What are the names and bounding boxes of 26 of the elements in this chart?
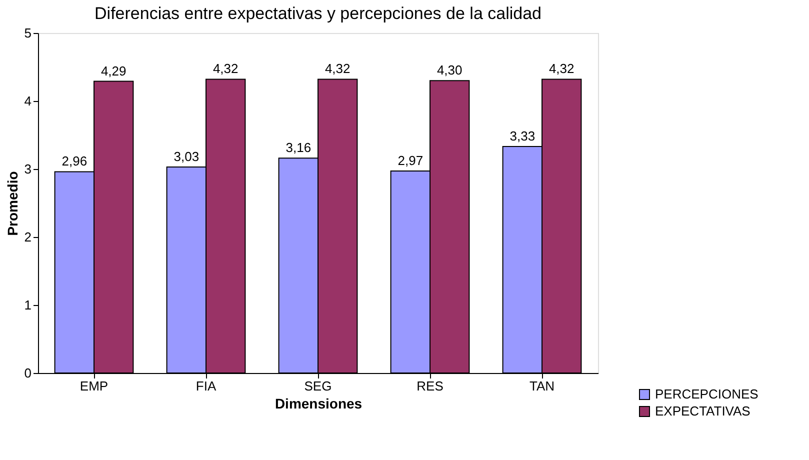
chart-title: Diferencias entre expectativas y percepciones de la calidad [94,4,542,23]
data-label: 4,32 [548,61,574,76]
x-tick-label: SEG [304,378,332,394]
y-tick-label: 3 [24,162,32,176]
x-tick-label: EMP [80,378,108,394]
data-label: 3,16 [286,140,312,156]
data-label: 4,32 [324,61,350,76]
legend-label: PERCEPCIONES [655,386,759,402]
x-tick-label: FIA [196,378,216,394]
x-tick-label: RES [416,378,444,394]
y-tick-label: 0 [24,366,32,380]
y-tick-label: 4 [24,94,32,108]
x-tick-label: TAN [529,378,555,394]
y-tick-label: 2 [24,230,32,244]
data-label: 4,32 [212,61,238,76]
legend-label: EXPECTATIVAS [655,404,751,418]
y-axis-title: Promedio [4,171,20,236]
y-tick-label: 5 [24,26,32,40]
x-axis-title: Dimensiones [274,396,362,412]
data-label: 3,33 [510,128,536,144]
y-tick-label: 1 [24,298,32,312]
data-label: 2,97 [398,153,424,168]
data-label: 4,29 [100,63,126,78]
data-label: 3,03 [174,148,200,164]
data-label: 4,30 [436,62,462,78]
data-label: 2,96 [62,154,88,169]
